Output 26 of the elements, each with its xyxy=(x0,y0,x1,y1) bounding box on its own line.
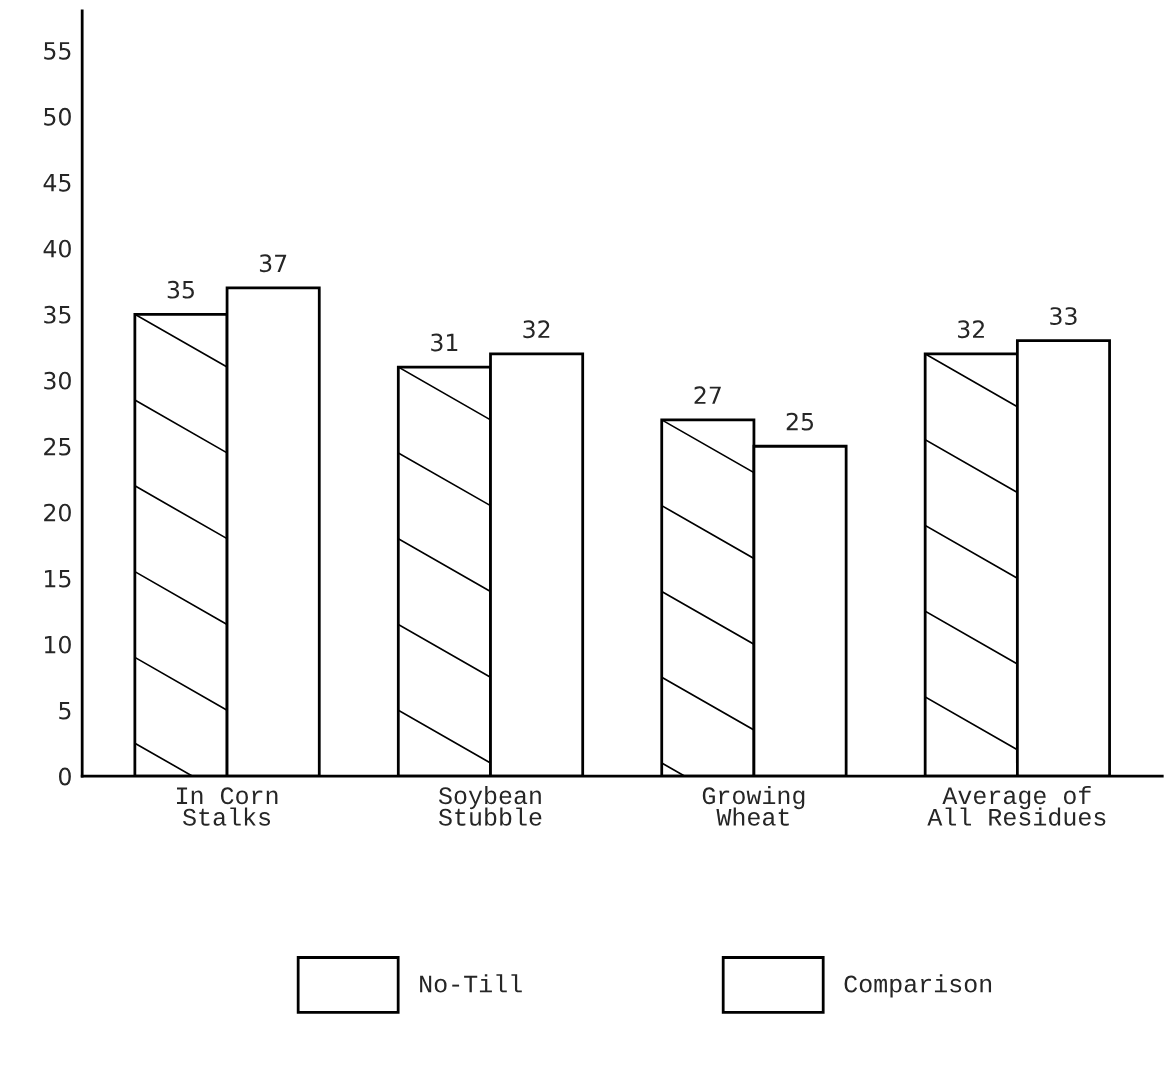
data-label: 32 xyxy=(958,320,984,339)
y-tick-label: 20 xyxy=(44,503,71,522)
legend-label: Comparison xyxy=(844,974,992,998)
data-label: 33 xyxy=(1050,307,1077,325)
y-tick-label: 55 xyxy=(44,42,71,60)
x-tick-label: Average of All Residues xyxy=(927,785,1106,826)
y-tick-label: 50 xyxy=(44,107,71,126)
data-label: 35 xyxy=(167,280,194,299)
data-label: 32 xyxy=(523,320,550,339)
data-label: 27 xyxy=(694,386,721,404)
y-tick-label: 30 xyxy=(44,371,71,390)
x-tick-label: In Corn Stalks xyxy=(177,787,278,826)
y-tick-label: 0 xyxy=(58,767,71,786)
data-label: 31 xyxy=(431,333,458,352)
y-tick-label: 10 xyxy=(45,635,71,654)
y-tick-label: 40 xyxy=(43,239,71,258)
data-label: 25 xyxy=(786,412,813,431)
y-tick-label: 45 xyxy=(43,174,71,192)
y-tick-label: 5 xyxy=(59,701,71,720)
data-label: 37 xyxy=(259,254,287,273)
y-tick-label: 25 xyxy=(44,437,71,456)
y-tick-label: 15 xyxy=(45,569,71,588)
y-tick-label: 35 xyxy=(44,305,71,324)
x-tick-label: Soybean Stubble xyxy=(438,785,542,826)
x-tick-label: Growing Wheat xyxy=(702,785,805,826)
legend-label: No-Till xyxy=(420,974,522,993)
